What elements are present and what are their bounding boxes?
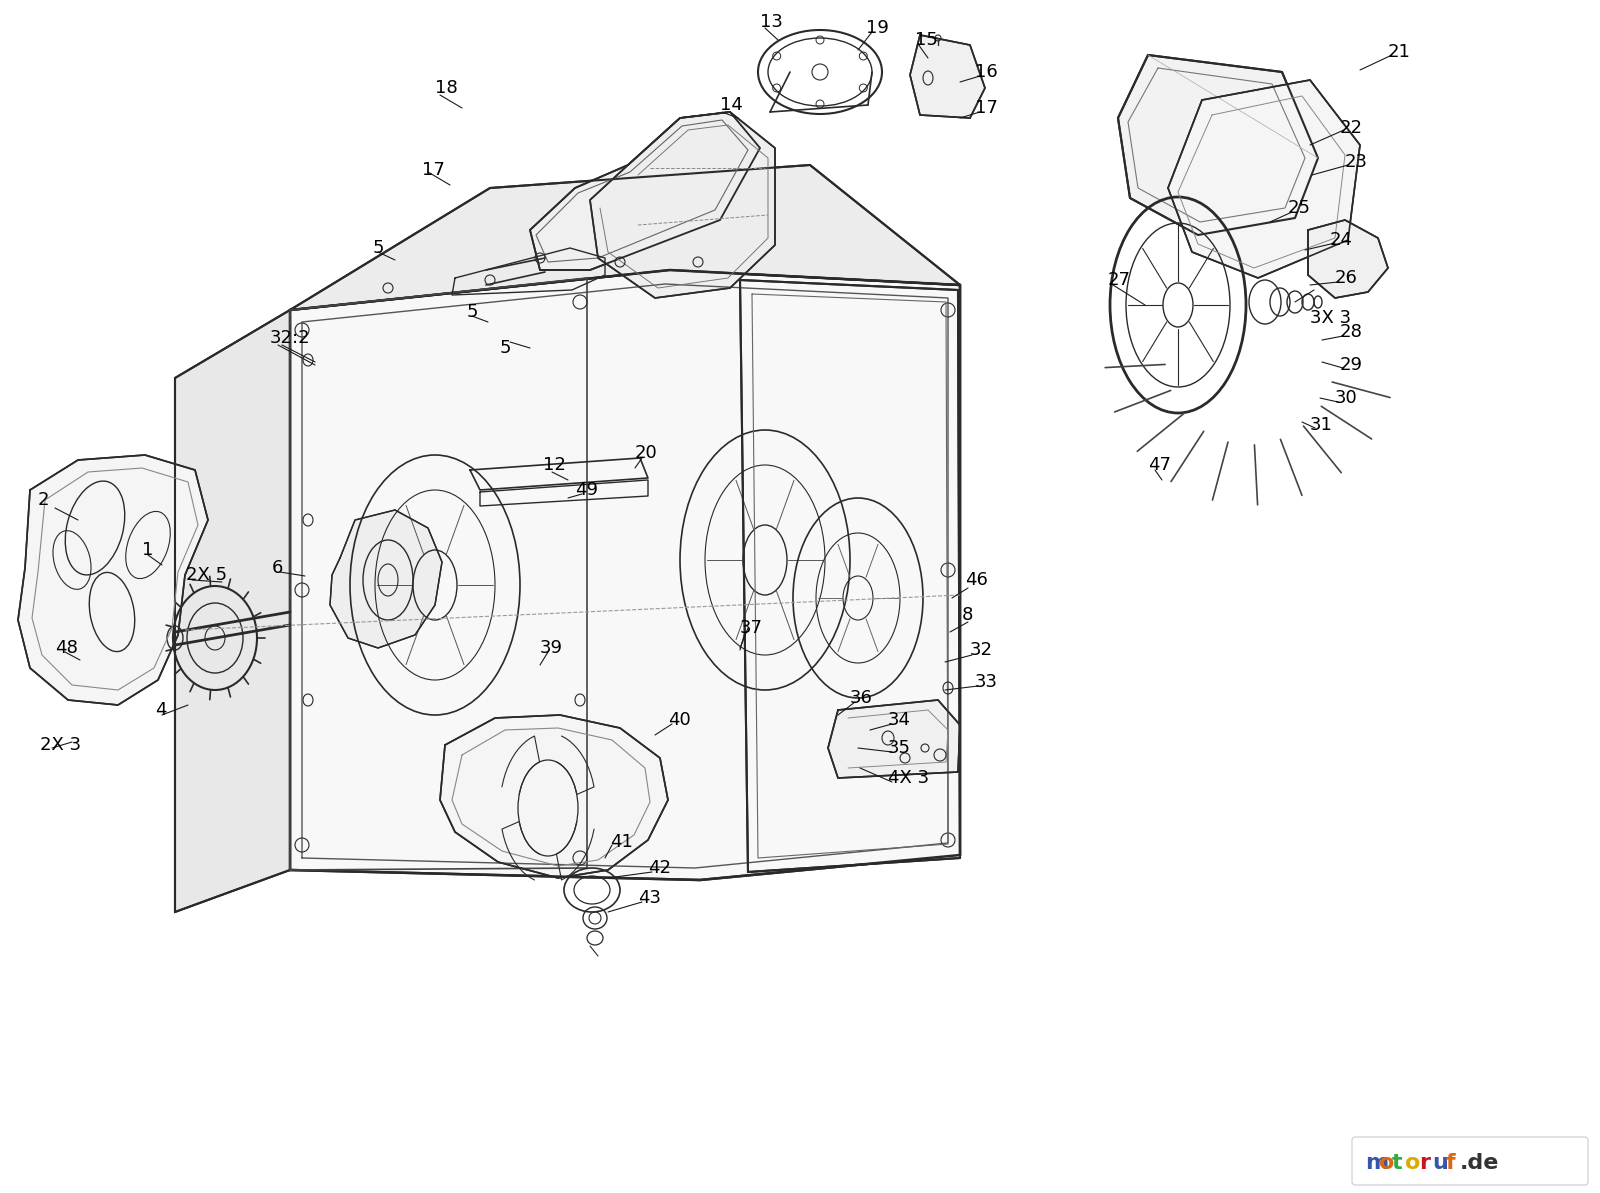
Text: 32: 32: [970, 641, 994, 659]
Polygon shape: [910, 35, 986, 118]
Text: m: m: [1365, 1152, 1389, 1173]
Text: 4: 4: [155, 701, 166, 719]
Text: 6: 6: [272, 560, 283, 577]
Text: r: r: [1419, 1152, 1430, 1173]
Text: 42: 42: [648, 859, 670, 877]
Text: 39: 39: [541, 639, 563, 657]
Text: 5: 5: [467, 303, 478, 321]
Polygon shape: [590, 112, 774, 298]
Polygon shape: [1309, 220, 1389, 298]
Text: 30: 30: [1334, 389, 1358, 407]
Text: 16: 16: [974, 63, 998, 81]
Text: f: f: [1446, 1152, 1456, 1173]
Polygon shape: [440, 715, 669, 878]
Text: 23: 23: [1346, 153, 1368, 171]
FancyBboxPatch shape: [1352, 1137, 1587, 1185]
Polygon shape: [739, 280, 960, 872]
Polygon shape: [330, 509, 442, 648]
Text: 2X 5: 2X 5: [186, 565, 227, 585]
Text: 32:2: 32:2: [270, 329, 310, 347]
Text: 2: 2: [38, 492, 50, 509]
Text: 22: 22: [1341, 119, 1363, 137]
Text: 24: 24: [1330, 231, 1354, 249]
Text: 31: 31: [1310, 416, 1333, 434]
Text: 49: 49: [574, 481, 598, 499]
Text: 20: 20: [635, 444, 658, 462]
Text: 47: 47: [1149, 456, 1171, 474]
Text: 4X 3: 4X 3: [888, 769, 930, 787]
Text: t: t: [1392, 1152, 1403, 1173]
Text: 26: 26: [1334, 268, 1358, 288]
Text: 46: 46: [965, 571, 987, 589]
Text: o: o: [1405, 1152, 1421, 1173]
Text: 40: 40: [669, 711, 691, 729]
Text: 35: 35: [888, 738, 910, 758]
Text: 27: 27: [1107, 271, 1131, 289]
Text: 2X 3: 2X 3: [40, 736, 82, 754]
Text: 12: 12: [542, 456, 566, 474]
Polygon shape: [290, 165, 960, 310]
Polygon shape: [530, 112, 760, 270]
Text: 19: 19: [866, 19, 890, 37]
Polygon shape: [18, 455, 208, 705]
Text: 5: 5: [499, 339, 512, 357]
Text: 17: 17: [974, 99, 998, 117]
Text: 43: 43: [638, 889, 661, 907]
Text: 3X 3: 3X 3: [1310, 309, 1350, 327]
Text: 28: 28: [1341, 323, 1363, 341]
Polygon shape: [1168, 80, 1360, 278]
Text: 25: 25: [1288, 199, 1310, 217]
Text: 37: 37: [739, 619, 763, 637]
Text: 8: 8: [962, 606, 973, 624]
Text: 5: 5: [373, 239, 384, 256]
Text: 29: 29: [1341, 356, 1363, 373]
Text: o: o: [1379, 1152, 1394, 1173]
Text: 48: 48: [54, 639, 78, 657]
Text: 36: 36: [850, 690, 874, 707]
Text: 34: 34: [888, 711, 910, 729]
Text: .de: .de: [1459, 1152, 1499, 1173]
Text: 41: 41: [610, 833, 634, 851]
Polygon shape: [829, 700, 960, 778]
Polygon shape: [290, 270, 960, 880]
Text: 17: 17: [422, 161, 445, 179]
Text: 21: 21: [1389, 43, 1411, 61]
Text: 18: 18: [435, 79, 458, 97]
Text: 1: 1: [142, 540, 154, 560]
Polygon shape: [174, 310, 290, 911]
Text: 33: 33: [974, 673, 998, 691]
Text: u: u: [1432, 1152, 1448, 1173]
Text: 13: 13: [760, 13, 782, 31]
Polygon shape: [1118, 55, 1318, 235]
Text: 14: 14: [720, 95, 742, 115]
Text: 15: 15: [915, 31, 938, 49]
